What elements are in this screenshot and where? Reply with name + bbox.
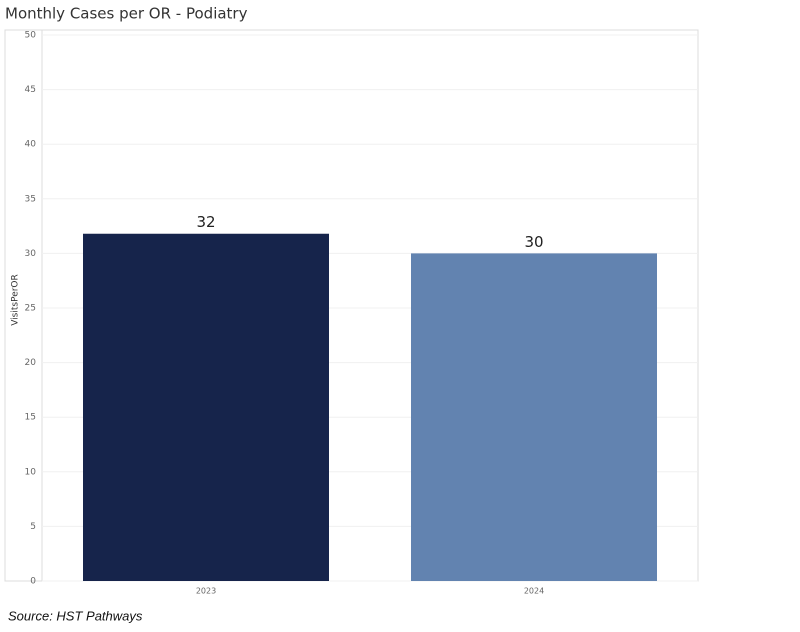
y-tick-label: 20	[25, 358, 37, 368]
y-tick-label: 30	[25, 249, 37, 259]
y-axis-label: VisitsPerOR	[11, 274, 21, 326]
x-tick-label: 2023	[196, 587, 216, 596]
y-tick-label: 45	[25, 85, 36, 95]
bar	[83, 233, 329, 581]
x-tick-label: 2024	[524, 587, 544, 596]
chart-title: Monthly Cases per OR - Podiatry	[5, 5, 248, 23]
y-tick-label: 10	[25, 467, 37, 477]
y-tick-label: 35	[25, 194, 36, 204]
data-label: 32	[196, 213, 215, 231]
y-tick-label: 40	[25, 140, 37, 150]
source-note: Source: HST Pathways	[8, 608, 143, 623]
y-tick-label: 5	[30, 522, 36, 532]
y-tick-label: 0	[30, 577, 36, 587]
data-label: 30	[524, 233, 543, 251]
y-tick-label: 15	[25, 413, 36, 423]
bar	[411, 253, 657, 581]
y-tick-label: 25	[25, 304, 36, 314]
y-tick-label: 50	[25, 31, 37, 41]
